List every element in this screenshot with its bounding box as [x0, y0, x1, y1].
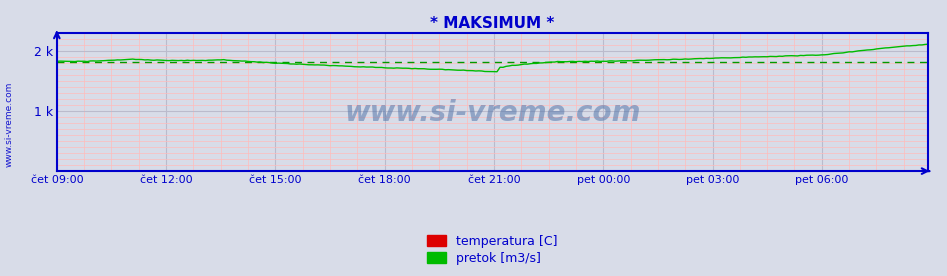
Text: www.si-vreme.com: www.si-vreme.com — [344, 99, 641, 127]
Title: * MAKSIMUM *: * MAKSIMUM * — [430, 15, 555, 31]
Text: www.si-vreme.com: www.si-vreme.com — [5, 81, 14, 167]
Legend: temperatura [C], pretok [m3/s]: temperatura [C], pretok [m3/s] — [422, 230, 563, 270]
